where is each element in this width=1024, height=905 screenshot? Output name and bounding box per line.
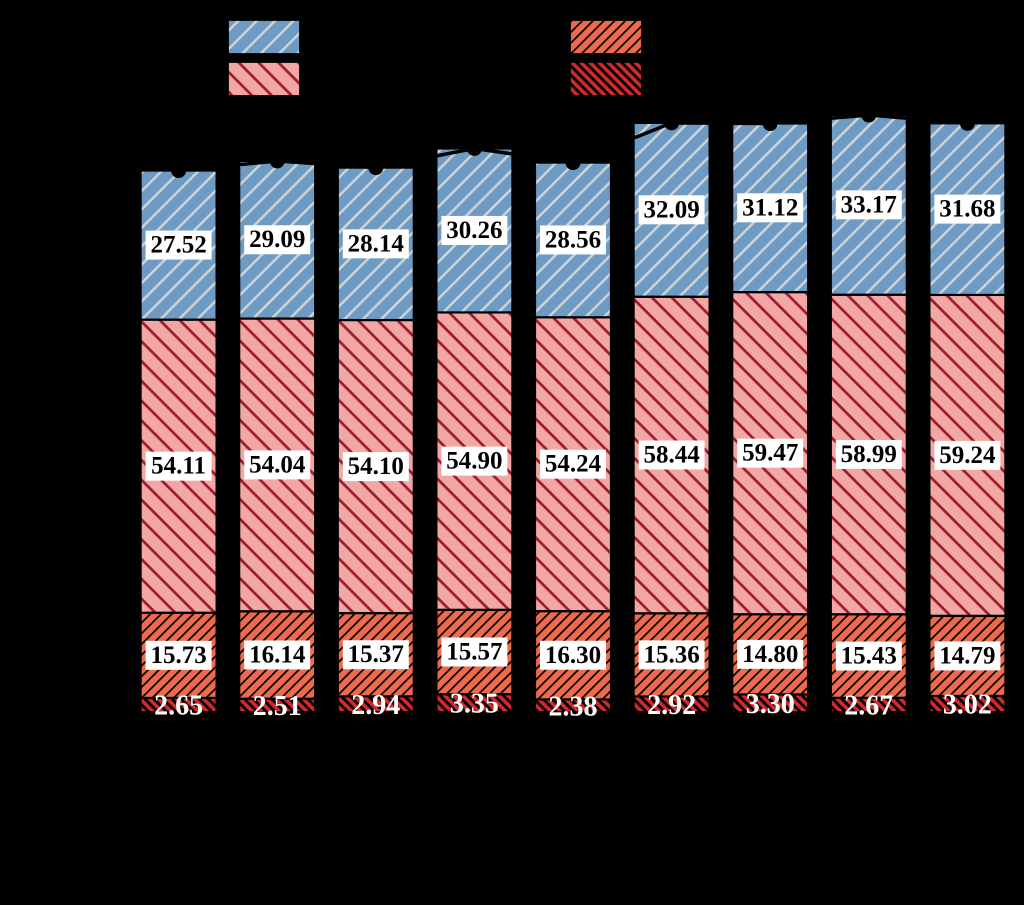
value-label-segment-blue: 28.56 [545, 226, 601, 253]
total-marker [959, 115, 975, 131]
value-label-box [342, 640, 409, 670]
value-label-box [638, 640, 705, 670]
value-label-segment-blue: 33.17 [841, 191, 897, 218]
value-label-box [145, 640, 212, 670]
value-label-segment-darkred: 2.94 [351, 690, 400, 721]
value-label-segment-darkred: 2.67 [844, 691, 893, 722]
value-label-box [934, 194, 1001, 224]
value-label-box [244, 225, 311, 255]
value-label-segment-darkred: 2.51 [253, 691, 302, 722]
value-label-box [342, 229, 409, 259]
total-marker [171, 163, 187, 179]
value-label-segment-orange: 15.37 [348, 641, 404, 668]
total-marker [466, 140, 482, 156]
value-label-box [835, 190, 902, 220]
value-label-box [737, 438, 804, 468]
value-label-box [934, 641, 1001, 671]
value-label-segment-blue: 32.09 [643, 196, 699, 223]
value-label-box [244, 640, 311, 670]
value-label-segment-blue: 29.09 [249, 226, 305, 253]
value-label-segment-orange: 15.43 [841, 643, 897, 670]
value-label-segment-orange: 16.30 [545, 642, 601, 669]
legend-swatch-segment-pink [227, 61, 301, 97]
value-label-segment-pink: 59.24 [939, 442, 996, 469]
value-label-segment-orange: 16.14 [249, 641, 306, 668]
value-label-segment-darkred: 3.35 [450, 689, 499, 720]
value-label-box [835, 439, 902, 469]
value-label-box [441, 215, 508, 245]
value-label-segment-darkred: 3.30 [746, 689, 795, 720]
value-label-box [638, 195, 705, 225]
value-label-segment-darkred: 2.65 [154, 691, 203, 722]
value-label-segment-blue: 31.68 [939, 196, 995, 223]
value-label-segment-blue: 30.26 [446, 217, 502, 244]
value-label-box [145, 230, 212, 260]
value-label-box [441, 446, 508, 476]
total-marker [368, 160, 384, 176]
value-label-segment-orange: 15.57 [446, 638, 502, 665]
value-label-box [737, 639, 804, 669]
value-label-segment-pink: 54.90 [446, 448, 502, 475]
value-label-box [342, 452, 409, 482]
total-marker [762, 116, 778, 132]
value-label-segment-pink: 54.10 [348, 453, 404, 480]
value-label-box [737, 193, 804, 223]
value-label-box [145, 451, 212, 481]
value-label-segment-darkred: 2.92 [647, 690, 696, 721]
value-label-box [638, 440, 705, 470]
total-line-and-markers [171, 107, 975, 179]
value-label-segment-orange: 14.79 [939, 642, 995, 669]
value-label-segment-darkred: 3.02 [943, 690, 992, 721]
value-label-segment-blue: 31.12 [742, 194, 798, 221]
legend-swatch-segment-orange [569, 19, 643, 55]
value-label-segment-blue: 28.14 [348, 230, 405, 257]
value-label-segment-blue: 27.52 [150, 232, 206, 259]
value-label-box [441, 637, 508, 667]
value-label-box [540, 449, 606, 479]
legend-swatch-segment-darkred [569, 61, 643, 97]
total-marker [664, 115, 680, 131]
total-marker [269, 153, 285, 169]
value-label-box [540, 640, 606, 670]
value-label-segment-pink: 54.24 [545, 451, 602, 478]
value-label-box [244, 450, 311, 480]
value-label-segment-darkred: 2.38 [549, 691, 598, 722]
value-label-box [934, 440, 1001, 470]
value-label-segment-pink: 54.04 [249, 451, 306, 478]
value-label-segment-orange: 15.73 [150, 642, 206, 669]
total-marker [565, 155, 581, 171]
total-marker [861, 107, 877, 123]
value-label-segment-pink: 54.11 [151, 453, 206, 480]
value-label-segment-orange: 15.36 [643, 641, 699, 668]
value-label-segment-pink: 58.99 [841, 441, 897, 468]
value-label-segment-pink: 59.47 [742, 440, 798, 467]
value-label-box [835, 641, 902, 671]
value-label-box [540, 225, 606, 255]
value-label-segment-orange: 14.80 [742, 641, 798, 668]
value-labels: 2.65 15.73 54.11 27.52 2.51 16.14 54.04 29.09 2.… [145, 190, 1001, 722]
legend [227, 19, 643, 97]
value-label-segment-pink: 58.44 [643, 441, 700, 468]
legend-swatch-segment-blue [227, 19, 301, 55]
